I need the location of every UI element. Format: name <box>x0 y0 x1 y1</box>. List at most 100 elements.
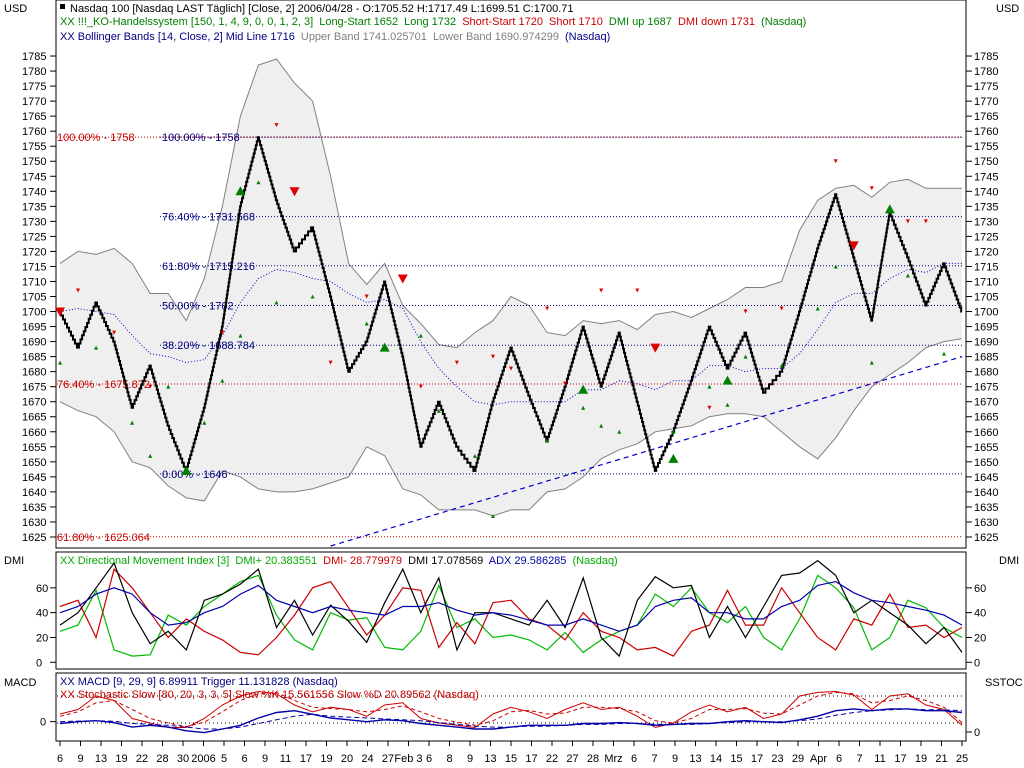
price-tick-label-right: 1780 <box>974 66 998 78</box>
price-tick-label-left: 1640 <box>22 487 46 499</box>
stoch-k-line <box>59 690 963 729</box>
chart-title: Nasdaq 100 [Nasdaq LAST Täglich] [Close,… <box>70 3 574 15</box>
price-tick-label-right: 1745 <box>974 171 998 183</box>
sell-signal-marker <box>55 307 65 317</box>
small-up-marker <box>617 429 622 434</box>
macd-chart <box>57 690 963 734</box>
small-down-marker <box>418 384 423 389</box>
price-tick-label-left: 1780 <box>22 66 46 78</box>
sstoc-label-right: SSTOC <box>985 677 1023 689</box>
small-up-marker <box>418 333 423 338</box>
price-tick-label-right: 1660 <box>974 427 998 439</box>
date-tick-label: Mrz <box>604 753 622 765</box>
usd-label-right: USD <box>996 3 1019 15</box>
small-down-marker <box>490 354 495 359</box>
date-tick-label: 28 <box>156 753 168 765</box>
sstoc-tick-label: 0 <box>974 727 980 739</box>
small-up-marker <box>707 384 712 389</box>
ko-legend: XX !!!_KO-Handelssystem [150, 1, 4, 9, 0… <box>60 16 806 28</box>
price-tick-label-left: 1775 <box>22 81 46 93</box>
date-tick-label: 17 <box>894 753 906 765</box>
price-tick-label-left: 1655 <box>22 442 46 454</box>
fib-label-red: 76.40% - 1675.872 <box>57 379 150 391</box>
small-up-marker <box>130 420 135 425</box>
price-tick-label-right: 1630 <box>974 517 998 529</box>
buy-signal-marker <box>235 186 246 196</box>
date-tick-label: 23 <box>771 753 783 765</box>
price-tick-label-left: 1630 <box>22 517 46 529</box>
date-tick-label: 22 <box>136 753 148 765</box>
small-down-marker <box>76 288 81 293</box>
date-tick-label: 30 <box>177 753 189 765</box>
price-tick-label-left: 1680 <box>22 367 46 379</box>
small-up-marker <box>545 438 550 443</box>
mid-line <box>59 262 962 406</box>
small-up-marker <box>220 378 225 383</box>
dmi-legend-adx: ADX 29.586285 <box>489 555 567 567</box>
ko-dmi-up: DMI up 1687 <box>609 16 672 28</box>
ko-short-start: Short-Start 1720 <box>462 16 543 28</box>
price-tick-label-left: 1700 <box>22 307 46 319</box>
date-tick-label: 22 <box>546 753 558 765</box>
dmi-legend-text: XX Directional Movement Index [3] DMI+ 2… <box>60 555 618 567</box>
date-tick-label: 14 <box>710 753 722 765</box>
fib-label-red: 61.80% - 1625.064 <box>57 532 150 544</box>
fib-label-blue: 50.00% - 1702 <box>162 301 234 313</box>
price-line <box>60 136 963 472</box>
small-down-marker <box>635 288 640 293</box>
bb-name: XX Bollinger Bands [14, Close, 2] Mid Li… <box>60 31 295 43</box>
small-up-marker <box>815 306 820 311</box>
price-tick-label-right: 1720 <box>974 246 998 258</box>
trend-line <box>330 356 963 547</box>
small-up-marker <box>490 513 495 518</box>
price-tick-label-left: 1715 <box>22 261 46 273</box>
small-down-marker <box>545 306 550 311</box>
small-up-marker <box>779 363 784 368</box>
price-tick-label-left: 1785 <box>22 51 46 63</box>
price-tick-label-left: 1625 <box>22 532 46 544</box>
dmi-legend-plus: DMI+ 20.383551 <box>235 555 317 567</box>
price-tick-label-right: 1690 <box>974 337 998 349</box>
small-down-marker <box>869 186 874 191</box>
price-tick-label-left: 1750 <box>22 156 46 168</box>
price-tick-label-right: 1705 <box>974 292 998 304</box>
trigger-line <box>59 708 963 730</box>
date-tick-label: 13 <box>484 753 496 765</box>
small-up-marker <box>238 333 243 338</box>
lower-band-line <box>59 338 963 517</box>
price-tick-label-left: 1730 <box>22 216 46 228</box>
price-tick-label-right: 1680 <box>974 367 998 379</box>
ko-short: Short 1710 <box>549 16 603 28</box>
price-tick-label-right: 1735 <box>974 201 998 213</box>
small-down-marker <box>743 309 748 314</box>
fib-label-red: 100.00% - 1758 <box>57 132 135 144</box>
price-tick-label-left: 1720 <box>22 246 46 258</box>
sell-signal-marker <box>397 274 408 284</box>
price-tick-label-right: 1760 <box>974 126 998 138</box>
price-tick-label-left: 1705 <box>22 292 46 304</box>
date-tick-label: 19 <box>115 753 127 765</box>
macd-tick-label: 0 <box>40 717 46 729</box>
date-tick-label: 6 <box>241 753 247 765</box>
small-down-marker <box>328 360 333 365</box>
date-tick-label: 9 <box>77 753 83 765</box>
legend-icon <box>60 4 65 9</box>
usd-label-left: USD <box>4 3 27 15</box>
macd-line <box>59 708 963 734</box>
date-tick-label: 19 <box>320 753 332 765</box>
small-up-marker <box>202 420 207 425</box>
bb-lower: Lower Band 1690.974299 <box>433 31 559 43</box>
small-down-marker <box>274 123 279 128</box>
small-up-marker <box>94 345 99 350</box>
date-tick-label: 27 <box>382 753 394 765</box>
date-tick-label: 17 <box>300 753 312 765</box>
small-up-marker <box>364 321 369 326</box>
date-tick-label: 17 <box>751 753 763 765</box>
price-tick-label-left: 1690 <box>22 337 46 349</box>
date-tick-label: 9 <box>467 753 473 765</box>
dmi-legend-minus: DMI- 28.779979 <box>323 555 402 567</box>
small-down-marker <box>779 306 784 311</box>
small-down-marker <box>454 360 459 365</box>
buy-signal-marker <box>181 465 192 475</box>
small-down-marker <box>563 381 568 386</box>
